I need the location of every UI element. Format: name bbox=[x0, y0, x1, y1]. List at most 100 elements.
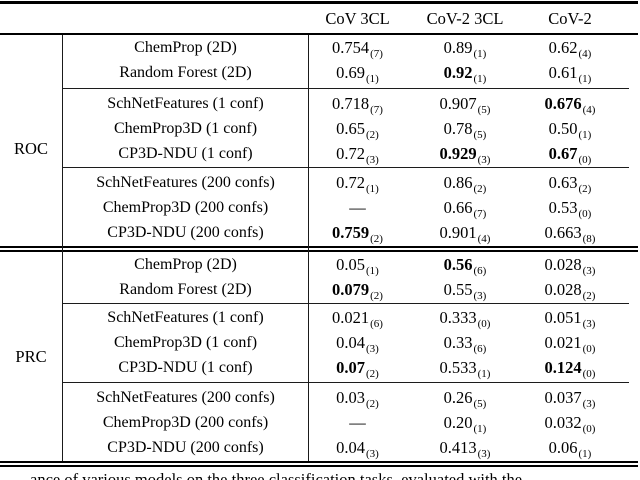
value-cell: 0.61(1) bbox=[520, 60, 620, 85]
value-uncertainty-subscript: (7) bbox=[473, 208, 487, 220]
value-number: 0.20 bbox=[443, 413, 473, 432]
value-number: 0.676 bbox=[544, 94, 582, 113]
value-uncertainty-subscript: (0) bbox=[582, 343, 596, 355]
table-row: SchNetFeatures (200 confs) 0.72(1) 0.86(2)… bbox=[0, 170, 640, 195]
metric-label-roc: ROC bbox=[14, 139, 48, 158]
value-number: 0.92 bbox=[443, 63, 473, 82]
value-cell: 0.07(2) bbox=[310, 355, 405, 380]
mid-double-rule-b bbox=[0, 250, 638, 252]
col-header-cov-3cl: CoV 3CL bbox=[325, 9, 390, 28]
value-cell: 0.037(3) bbox=[520, 385, 620, 410]
col-header-cov2-3cl: CoV-2 3CL bbox=[426, 9, 504, 28]
value-uncertainty-subscript: (2) bbox=[578, 183, 592, 195]
value-number: 0.907 bbox=[439, 94, 477, 113]
col-header-cov2: CoV-2 bbox=[548, 9, 592, 28]
model-name-cell: SchNetFeatures (1 conf) bbox=[107, 309, 264, 326]
value-number: 0.124 bbox=[544, 358, 582, 377]
metric-column-divider bbox=[62, 35, 64, 461]
value-number: 0.051 bbox=[544, 308, 582, 327]
value-uncertainty-subscript: (6) bbox=[473, 265, 487, 277]
value-cell: 0.124(0) bbox=[520, 355, 620, 380]
table-row: ChemProp3D (1 conf) 0.04(3) 0.33(6) 0.021(0… bbox=[0, 330, 640, 355]
value-number: 0.67 bbox=[548, 144, 578, 163]
table-row: CP3D-NDU (1 conf) 0.72(3) 0.929(3) 0.67(0) bbox=[0, 141, 640, 166]
model-name-cell: ChemProp3D (200 confs) bbox=[102, 199, 269, 216]
value-cell: 0.86(2) bbox=[415, 170, 515, 195]
value-number: 0.07 bbox=[336, 358, 366, 377]
value-uncertainty-subscript: (5) bbox=[477, 104, 491, 116]
group-rule-3 bbox=[62, 303, 629, 305]
value-cell: 0.92(1) bbox=[415, 60, 515, 85]
value-uncertainty-subscript: (8) bbox=[582, 233, 596, 245]
value-cell: 0.333(0) bbox=[415, 305, 515, 330]
value-cell: 0.62(4) bbox=[520, 35, 620, 60]
value-number: 0.78 bbox=[443, 119, 473, 138]
value-number: 0.759 bbox=[332, 223, 370, 242]
value-uncertainty-subscript: (7) bbox=[370, 48, 383, 60]
group-rule-1 bbox=[62, 88, 629, 90]
value-cell: 0.50(1) bbox=[520, 116, 620, 141]
table-row: SchNetFeatures (200 confs) 0.03(2) 0.26(5)… bbox=[0, 385, 640, 410]
value-cell: 0.20(1) bbox=[415, 410, 515, 435]
value-uncertainty-subscript: (6) bbox=[473, 343, 487, 355]
value-number: 0.89 bbox=[443, 38, 473, 57]
value-number: 0.021 bbox=[332, 308, 370, 327]
value-uncertainty-subscript: (2) bbox=[366, 368, 379, 380]
value-uncertainty-subscript: (0) bbox=[582, 368, 596, 380]
value-cell: 0.65(2) bbox=[310, 116, 405, 141]
value-cell: 0.33(6) bbox=[415, 330, 515, 355]
value-cell: 0.03(2) bbox=[310, 385, 405, 410]
value-number: 0.66 bbox=[443, 198, 473, 217]
value-number: 0.63 bbox=[548, 173, 578, 192]
value-cell: 0.69(1) bbox=[310, 60, 405, 85]
value-uncertainty-subscript: (5) bbox=[473, 398, 487, 410]
value-number: 0.62 bbox=[548, 38, 578, 57]
value-cell: 0.929(3) bbox=[415, 141, 515, 166]
value-cell: 0.72(3) bbox=[310, 141, 405, 166]
value-cell: 0.413(3) bbox=[415, 435, 515, 460]
value-uncertainty-subscript: (5) bbox=[473, 129, 487, 141]
table-row: ChemProp3D (1 conf) 0.65(2) 0.78(5) 0.50(1) bbox=[0, 116, 640, 141]
value-uncertainty-subscript: (3) bbox=[582, 398, 596, 410]
value-uncertainty-subscript: (3) bbox=[477, 154, 491, 166]
value-cell: 0.533(1) bbox=[415, 355, 515, 380]
value-uncertainty-subscript: (1) bbox=[366, 183, 379, 195]
group-rule-2 bbox=[62, 167, 629, 169]
table-row: Random Forest (2D) 0.69(1) 0.92(1) 0.61(1) bbox=[0, 60, 640, 85]
value-uncertainty-subscript: (0) bbox=[477, 318, 491, 330]
value-cell: 0.04(3) bbox=[310, 330, 405, 355]
value-cell: 0.051(3) bbox=[520, 305, 620, 330]
table-row: SchNetFeatures (1 conf) 0.718(7) 0.907(5) 0… bbox=[0, 91, 640, 116]
value-cell: 0.759(2) bbox=[310, 220, 405, 245]
header-bottom-rule bbox=[0, 33, 638, 35]
table-top-rule bbox=[0, 1, 638, 4]
value-number: 0.901 bbox=[439, 223, 477, 242]
value-cell: 0.676(4) bbox=[520, 91, 620, 116]
value-number: 0.69 bbox=[336, 63, 366, 82]
model-name-cell: ChemProp3D (200 confs) bbox=[102, 414, 269, 431]
value-uncertainty-subscript: (4) bbox=[578, 48, 592, 60]
model-name-cell: CP3D-NDU (1 conf) bbox=[118, 359, 253, 376]
value-cell: 0.05(1) bbox=[310, 252, 405, 277]
value-number: 0.533 bbox=[439, 358, 477, 377]
value-uncertainty-subscript: (2) bbox=[582, 290, 596, 302]
model-name-cell: ChemProp (2D) bbox=[134, 39, 237, 56]
value-uncertainty-subscript: (0) bbox=[578, 208, 592, 220]
value-uncertainty-subscript: (3) bbox=[582, 318, 596, 330]
value-cell: 0.56(6) bbox=[415, 252, 515, 277]
value-cell: 0.901(4) bbox=[415, 220, 515, 245]
value-number: 0.26 bbox=[443, 388, 473, 407]
value-uncertainty-subscript: (3) bbox=[582, 265, 596, 277]
value-cell: 0.89(1) bbox=[415, 35, 515, 60]
table-row: CP3D-NDU (200 confs) 0.04(3) 0.413(3) 0.06(… bbox=[0, 435, 640, 460]
table-row: ChemProp (2D) 0.05(1) 0.56(6) 0.028(3) bbox=[0, 252, 640, 277]
value-number: 0.032 bbox=[544, 413, 582, 432]
model-name-cell: Random Forest (2D) bbox=[119, 64, 252, 81]
model-name-cell: ChemProp3D (1 conf) bbox=[113, 334, 258, 351]
value-number: 0.754 bbox=[332, 38, 370, 57]
value-number: 0.72 bbox=[336, 173, 366, 192]
value-cell: 0.72(1) bbox=[310, 170, 405, 195]
value-uncertainty-subscript: (0) bbox=[578, 154, 592, 166]
value-number: 0.72 bbox=[336, 144, 366, 163]
value-number: 0.04 bbox=[336, 333, 366, 352]
